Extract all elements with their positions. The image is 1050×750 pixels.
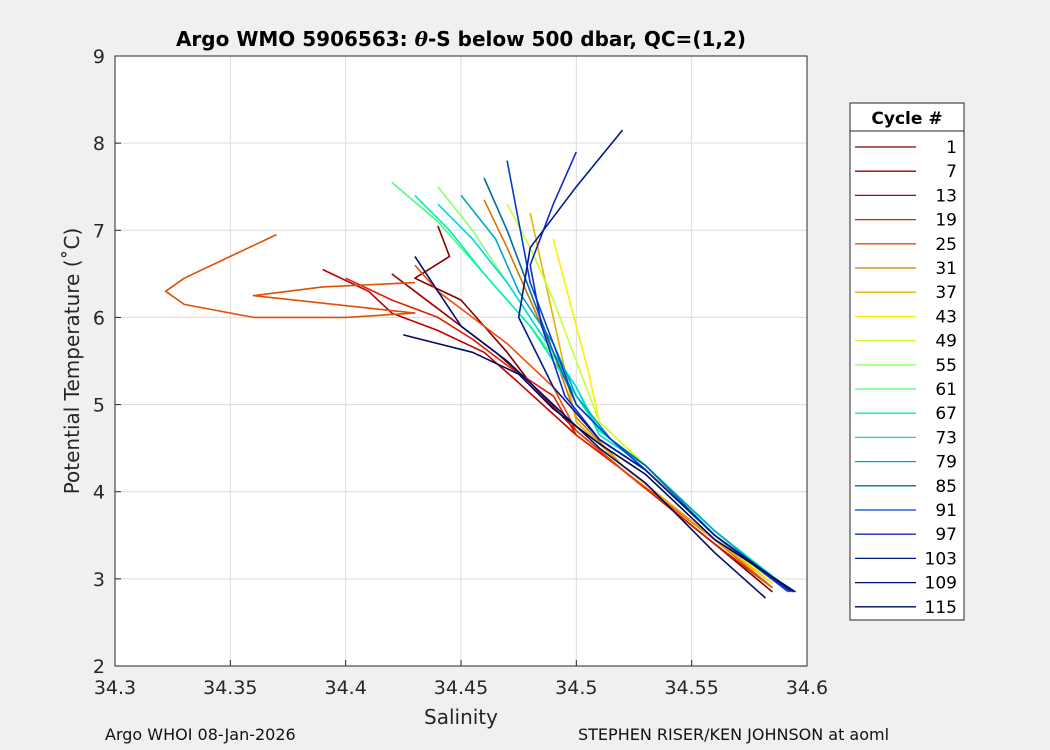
legend-label: 13 (935, 186, 957, 206)
grid (115, 56, 807, 666)
title-prefix: Argo WMO 5906563: (176, 27, 415, 51)
legend-label: 7 (946, 162, 957, 182)
y-tick-label: 9 (93, 46, 105, 68)
legend-items: 1 7 13 19 25 31 37 43 49 55 61 67 73 79 85 91 97 103 109 11… (855, 138, 957, 618)
legend-label: 61 (935, 380, 957, 400)
legend-title: Cycle # (871, 109, 942, 129)
legend-label: 19 (935, 211, 957, 231)
legend-label: 103 (925, 549, 957, 569)
legend-label: 37 (935, 283, 957, 303)
y-tick-label: 2 (93, 656, 105, 678)
legend-label: 43 (935, 307, 957, 327)
legend-label: 91 (935, 501, 957, 521)
y-tick-label: 6 (93, 307, 105, 329)
y-tick-label: 3 (93, 569, 105, 591)
series-line-cycle-37 (529, 212, 773, 584)
x-tick-label: 34.5 (555, 677, 597, 699)
legend-label: 109 (925, 574, 957, 594)
series-line-cycle-115 (403, 334, 796, 593)
legend-label: 31 (935, 259, 957, 279)
legend-label: 97 (935, 525, 957, 545)
x-tick-label: 34.45 (434, 677, 488, 699)
legend-label: 25 (935, 235, 957, 255)
series-line-cycle-anomaly (164, 233, 416, 319)
legend: Cycle # 1 7 13 19 25 31 37 43 49 55 61 67 73 79 85 91 97… (849, 102, 965, 621)
x-tick-label: 34.35 (203, 677, 257, 699)
legend-label: 115 (925, 598, 957, 618)
chart-title: Argo WMO 5906563: θ-S below 500 dbar, QC… (176, 27, 746, 51)
y-tick-label: 4 (93, 482, 105, 504)
legend-label: 49 (935, 332, 957, 352)
legend-label: 79 (935, 453, 957, 473)
y-axis-label: Potential Temperature (˚C) (60, 228, 84, 495)
series-group (164, 129, 796, 599)
y-tick-label: 8 (93, 133, 105, 155)
x-tick-label: 34.55 (664, 677, 718, 699)
ticks: 34.3 34.35 34.4 34.45 34.5 34.55 34.6 2 3 4 5 6 7 8 9 (93, 46, 828, 699)
legend-label: 55 (935, 356, 957, 376)
x-tick-label: 34.3 (94, 677, 136, 699)
title-theta: θ (415, 27, 429, 51)
series-line-cycle-109 (414, 255, 767, 599)
title-suffix: -S below 500 dbar, QC=(1,2) (428, 27, 746, 51)
legend-label: 85 (935, 477, 957, 497)
x-tick-label: 34.6 (786, 677, 828, 699)
footer-right: STEPHEN RISER/KEN JOHNSON at aoml (578, 725, 890, 744)
y-tick-label: 7 (93, 220, 105, 242)
legend-label: 67 (935, 404, 957, 424)
series-line-cycle-79 (460, 194, 785, 589)
x-axis-label: Salinity (424, 705, 498, 729)
y-tick-label: 5 (93, 395, 105, 417)
legend-label: 73 (935, 428, 957, 448)
series-line-cycle-103 (517, 129, 794, 593)
x-tick-label: 34.4 (325, 677, 367, 699)
footer-left: Argo WHOI 08-Jan-2026 (105, 725, 296, 744)
legend-label: 1 (946, 138, 957, 158)
